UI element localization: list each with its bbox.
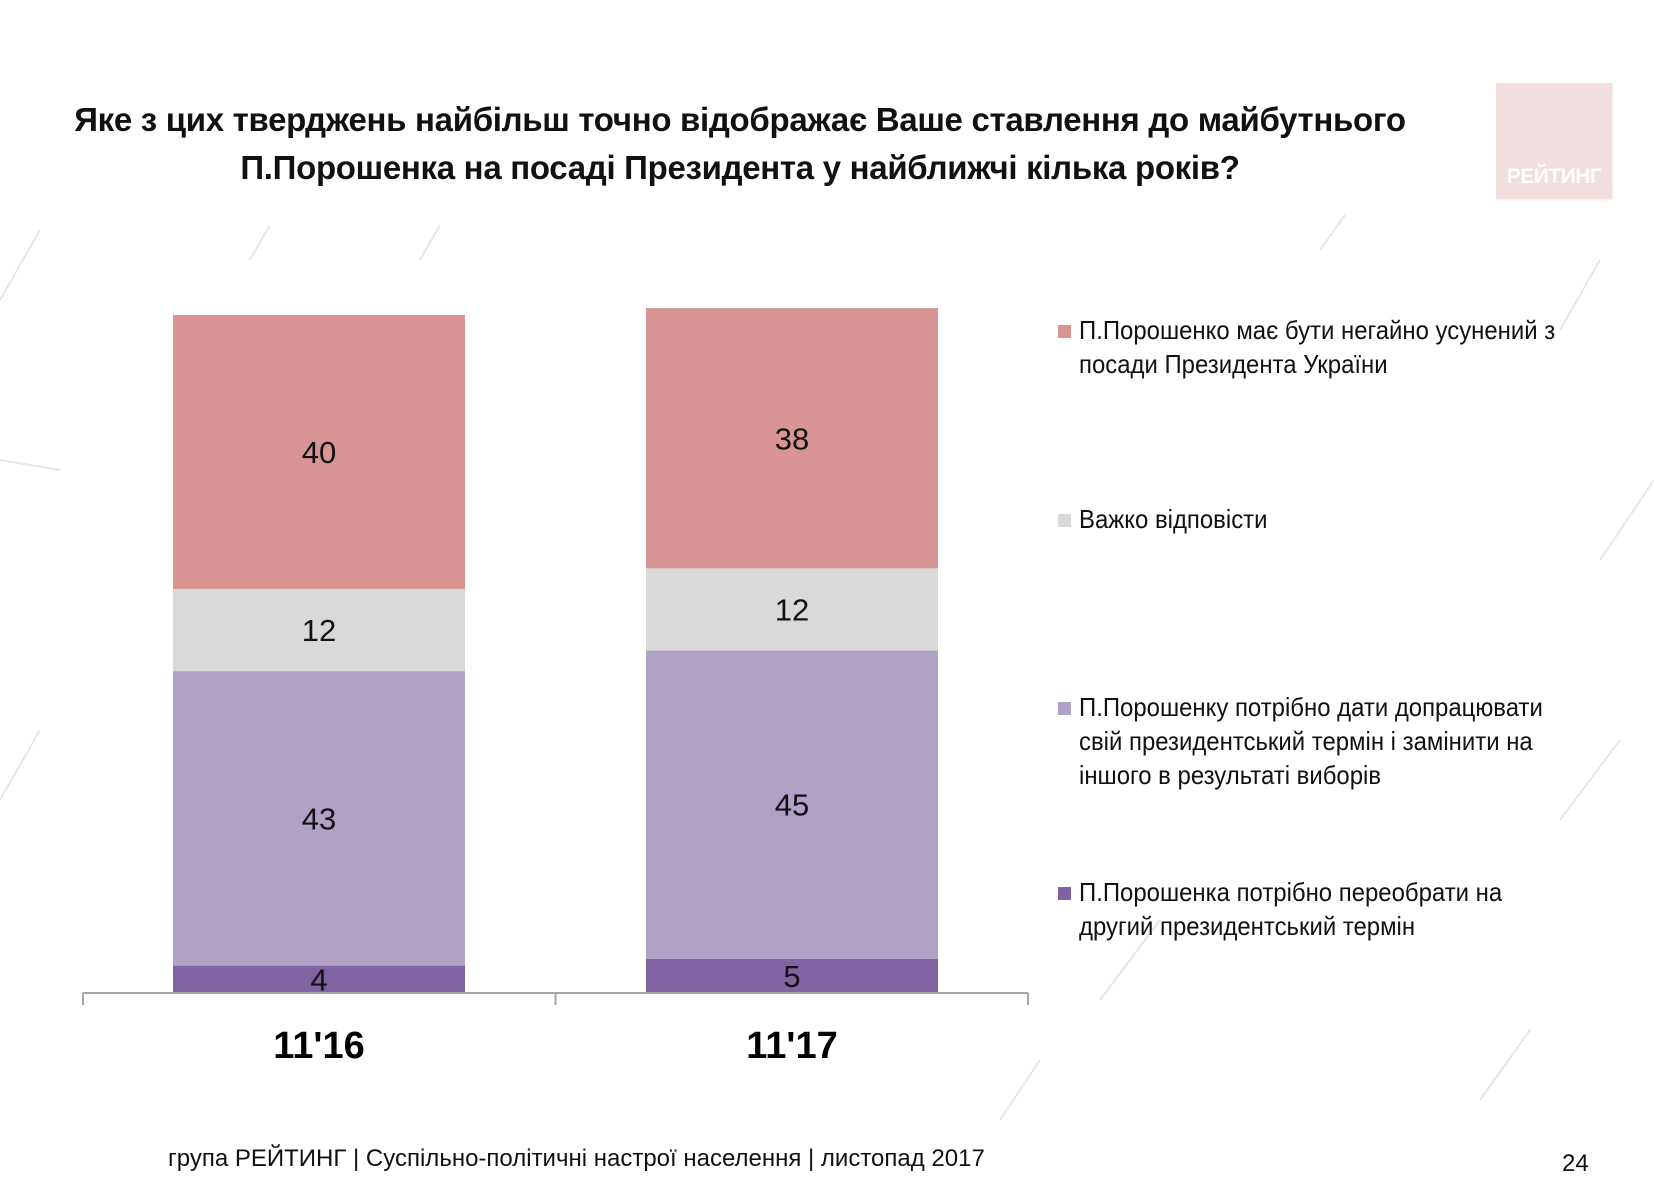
legend-swatch: [1058, 514, 1071, 527]
data-label: 45: [775, 788, 809, 823]
footer-text: група РЕЙТИНГ | Суспільно-політичні наст…: [168, 1145, 985, 1172]
bar-segment: [646, 958, 938, 993]
legend-swatch: [1058, 702, 1071, 715]
bar-segment: [646, 568, 938, 651]
rating-logo: РЕЙТИНГ: [1496, 83, 1612, 199]
data-label: 5: [783, 959, 800, 994]
legend-label: П.Порошенко має бути негайно усунений з …: [1079, 315, 1556, 379]
bar-segment: [646, 308, 938, 569]
data-label: 12: [302, 613, 336, 648]
legend-swatch: [1058, 887, 1071, 900]
data-label: 4: [310, 962, 327, 997]
legend-item: П.Порошенко має бути негайно усунений з …: [1058, 313, 1618, 381]
bar-segment: [646, 650, 938, 959]
legend-item: П.Порошенку потрібно дати допрацювати св…: [1058, 690, 1618, 792]
page-number: 24: [1562, 1150, 1589, 1177]
legend-label: П.Порошенку потрібно дати допрацювати св…: [1079, 692, 1543, 790]
x-tick-label: 11'16: [273, 1025, 364, 1067]
bar-segment: [173, 965, 465, 993]
logo-text: РЕЙТИНГ: [1506, 165, 1602, 188]
bar-segment: [173, 588, 465, 672]
data-label: 12: [775, 592, 809, 627]
data-label: 43: [302, 801, 336, 836]
x-tick-label: 11'17: [746, 1025, 837, 1067]
data-label: 40: [302, 435, 336, 470]
legend-item: Важко відповісти: [1058, 502, 1618, 536]
legend-label: Важко відповісти: [1079, 504, 1268, 534]
bar-segment: [173, 671, 465, 966]
legend-item: П.Порошенка потрібно переобрати на други…: [1058, 875, 1618, 943]
legend-label: П.Порошенка потрібно переобрати на други…: [1079, 877, 1503, 941]
data-label: 38: [775, 421, 809, 456]
bar-segment: [173, 315, 465, 589]
legend-swatch: [1058, 325, 1071, 338]
chart-title: Яке з цих тверджень найбільш точно відоб…: [74, 101, 1406, 186]
